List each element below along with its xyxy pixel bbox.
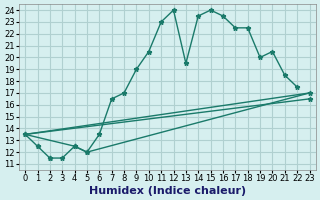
X-axis label: Humidex (Indice chaleur): Humidex (Indice chaleur) [89, 186, 246, 196]
